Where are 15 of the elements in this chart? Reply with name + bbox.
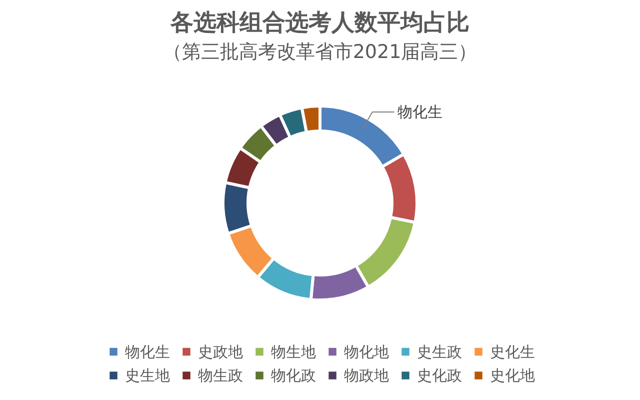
legend-label: 史政地	[198, 342, 243, 361]
legend-label: 物化政	[271, 366, 316, 384]
legend-label: 物生政	[198, 366, 243, 384]
slice-label: 物化生	[397, 102, 442, 121]
legend-label: 史化政	[417, 366, 462, 384]
legend-label: 物化地	[344, 342, 389, 361]
legend-label: 史化地	[490, 366, 535, 384]
legend-label: 史化生	[490, 342, 535, 361]
chart-subtitle: （第三批高考改革省市2021届高三）	[162, 41, 478, 63]
legend-label: 史生地	[125, 366, 170, 384]
legend-label: 史生政	[417, 342, 462, 361]
legend-label: 物政地	[344, 366, 389, 384]
chart-title: 各选科组合选考人数平均占比	[170, 9, 470, 36]
legend-label: 物化生	[125, 342, 170, 361]
legend-label: 物生地	[271, 342, 316, 361]
